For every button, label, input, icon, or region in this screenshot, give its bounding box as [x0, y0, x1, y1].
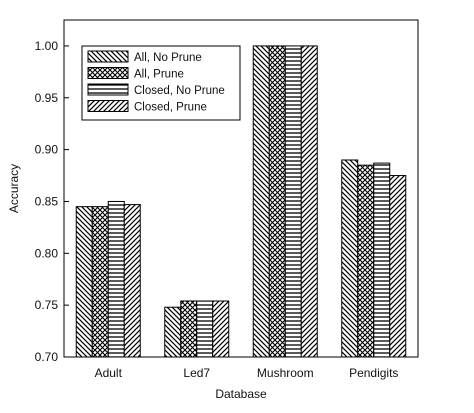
y-tick-label: 0.80	[35, 246, 59, 260]
legend-swatch	[87, 67, 129, 79]
legend: All, No Prune All, Prune Closed, No Prune C…	[81, 45, 241, 121]
bar-adult-series-3	[123, 204, 141, 358]
x-tick-label: Adult	[95, 366, 123, 380]
bar-mushroom-series-2	[284, 45, 302, 358]
x-axis-label: Database	[215, 387, 267, 401]
legend-label: All, No Prune	[134, 52, 202, 64]
x-axis-ticks: Adult Led7 Mushroom Pendigits	[95, 352, 398, 380]
bar-mushroom-series-1	[268, 45, 286, 358]
bar-pendigits-series-1	[357, 164, 375, 358]
y-tick-label: 1.00	[35, 39, 59, 53]
legend-swatch	[87, 100, 129, 112]
x-tick-label: Mushroom	[257, 366, 314, 380]
legend-label: Closed, Prune	[134, 102, 207, 114]
bar-led7-series-3	[212, 300, 230, 358]
bar-led7-series-1	[180, 300, 198, 358]
x-tick-label: Pendigits	[349, 366, 398, 380]
y-axis-ticks: 0.70 0.75 0.80 0.85 0.90 0.95 1.00	[35, 39, 69, 364]
legend-swatch	[87, 50, 129, 63]
y-axis-label: Accuracy	[7, 164, 21, 213]
bar-adult-series-0	[75, 206, 93, 358]
bar-mushroom-series-0	[252, 45, 270, 358]
legend-label: All, Prune	[134, 69, 184, 81]
y-tick-label: 0.90	[35, 143, 59, 157]
bar-pendigits-series-0	[341, 159, 359, 358]
bar-mushroom-series-3	[300, 45, 318, 358]
bar-adult-series-2	[107, 200, 125, 358]
legend-label: Closed, No Prune	[134, 85, 225, 97]
bar-led7-series-2	[196, 300, 214, 358]
bar-adult-series-1	[91, 206, 109, 358]
bar-pendigits-series-2	[373, 162, 391, 358]
x-tick-label: Led7	[183, 366, 210, 380]
legend-swatch	[87, 83, 129, 96]
bar-pendigits-series-3	[389, 175, 407, 358]
y-tick-label: 0.85	[35, 194, 59, 208]
bar-led7-series-0	[164, 306, 182, 358]
y-tick-label: 0.95	[35, 91, 59, 105]
y-tick-label: 0.70	[35, 350, 59, 364]
y-tick-label: 0.75	[35, 298, 59, 312]
plot-frame	[63, 19, 419, 358]
